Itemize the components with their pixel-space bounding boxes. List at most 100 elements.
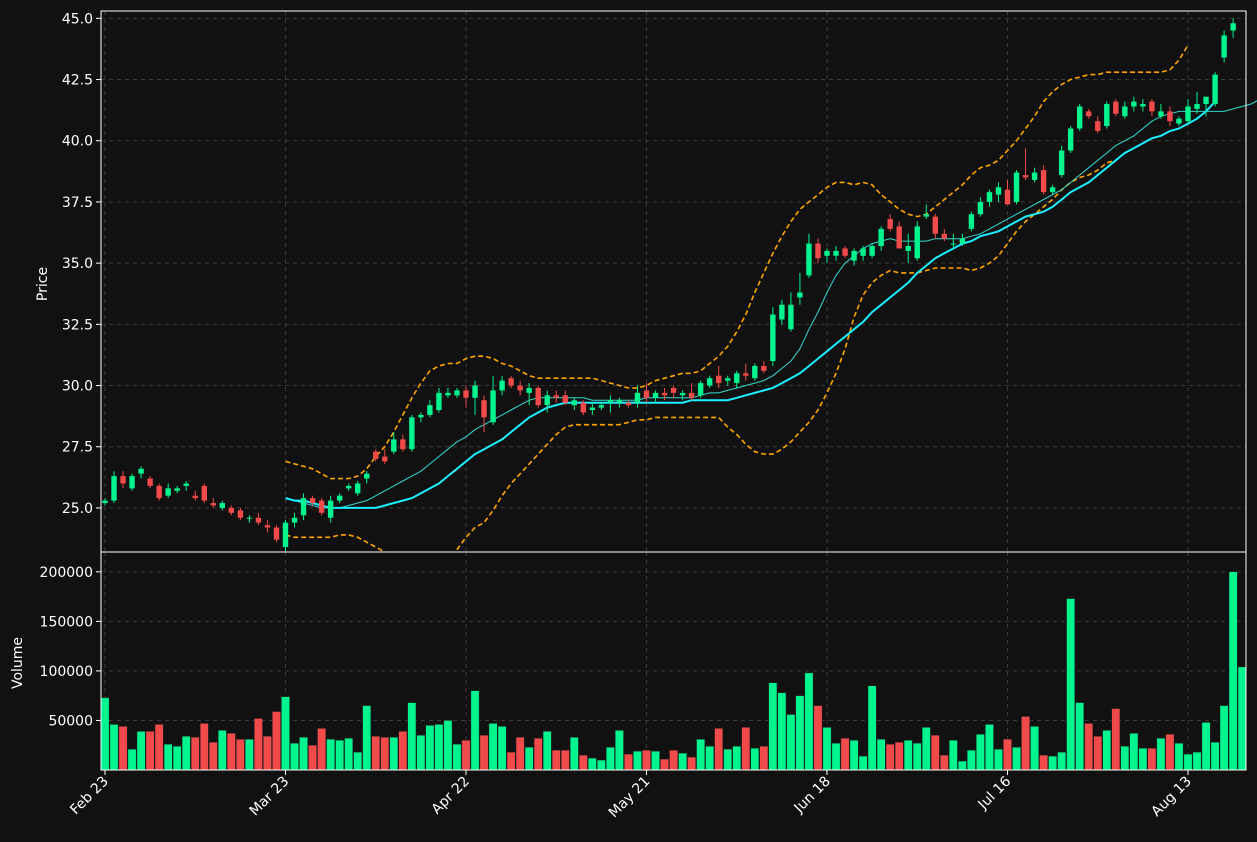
candle-up xyxy=(1194,104,1200,109)
volume-bar xyxy=(867,685,877,771)
candle-up xyxy=(1203,96,1209,105)
candle-down xyxy=(228,507,235,513)
candle-up xyxy=(219,503,226,508)
volume-bar xyxy=(669,749,678,771)
volume-bar xyxy=(931,735,940,771)
volume-bar xyxy=(172,746,182,771)
candle-up xyxy=(968,214,975,229)
volume-bar xyxy=(1183,753,1193,771)
volume-bar xyxy=(1003,739,1012,771)
candle-down xyxy=(1086,111,1092,117)
candle-down xyxy=(1149,101,1155,112)
volume-bar xyxy=(705,746,714,771)
price-tick-label: 37.5 xyxy=(62,195,93,211)
sma-slow-line xyxy=(285,100,1216,509)
volume-bar xyxy=(1084,723,1094,771)
volume-bar xyxy=(470,690,480,771)
volume-bar xyxy=(651,750,660,771)
volume-bar xyxy=(687,756,696,771)
volume-bar xyxy=(588,757,597,771)
volume-bar xyxy=(1021,716,1030,771)
candle-up xyxy=(165,488,171,496)
volume-bar xyxy=(1129,733,1139,771)
volume-bar xyxy=(344,738,353,771)
candle-up xyxy=(950,243,957,245)
volume-bar xyxy=(1210,742,1220,771)
volume-bar xyxy=(804,672,814,771)
candle-down xyxy=(201,485,207,501)
volume-bar xyxy=(335,740,344,771)
candle-down xyxy=(1095,121,1101,131)
candle-up xyxy=(1131,101,1137,107)
volume-bar xyxy=(768,682,778,771)
candle-down xyxy=(255,517,262,523)
candle-up xyxy=(345,485,352,489)
candle-up xyxy=(526,387,532,393)
volume-bar xyxy=(606,747,615,771)
candle-up xyxy=(860,248,866,256)
volume-bar xyxy=(876,739,886,771)
volume-bar xyxy=(506,751,516,771)
candle-down xyxy=(580,402,587,413)
volume-bar xyxy=(1138,748,1148,771)
volume-bars xyxy=(100,571,1247,771)
candle-down xyxy=(670,387,677,393)
candle-down xyxy=(309,498,316,504)
candle-up xyxy=(797,292,803,298)
candle-down xyxy=(120,476,126,484)
candle-down xyxy=(1004,189,1011,205)
candle-up xyxy=(1077,106,1083,129)
sma-fast-line xyxy=(285,100,1257,509)
volume-bar xyxy=(903,740,913,771)
volume-bar xyxy=(750,748,760,771)
candle-up xyxy=(111,476,117,501)
volume-bar xyxy=(497,726,507,771)
volume-bar xyxy=(425,725,435,771)
volume-bar xyxy=(109,724,119,771)
volume-tick-label: 150000 xyxy=(40,614,93,630)
volume-tick-label: 100000 xyxy=(40,664,93,680)
volume-bar xyxy=(136,731,146,771)
volume-bar xyxy=(1192,751,1202,771)
volume-bar xyxy=(579,754,588,771)
volume-bar xyxy=(308,745,317,771)
volume-bar xyxy=(190,737,200,771)
candle-down xyxy=(743,373,749,376)
candle-up xyxy=(246,517,253,519)
candle-down xyxy=(562,395,568,403)
volume-bar xyxy=(840,738,850,771)
volume-bar xyxy=(795,695,805,771)
candle-up xyxy=(986,192,993,202)
candle-down xyxy=(463,390,469,398)
candle-up xyxy=(1221,35,1227,58)
candle-down xyxy=(941,233,948,239)
candle-up xyxy=(409,417,415,450)
candle-down xyxy=(192,495,198,499)
volume-tick-label: 200000 xyxy=(40,565,93,581)
volume-bar xyxy=(723,748,733,771)
volume-bar xyxy=(218,730,227,771)
volume-bar xyxy=(994,748,1003,771)
volume-bar xyxy=(227,733,236,771)
candle-up xyxy=(806,243,812,276)
volume-bar xyxy=(1147,748,1157,771)
candle-up xyxy=(183,483,189,486)
volume-axis-label: Volume xyxy=(10,637,26,689)
volume-bar xyxy=(1057,751,1066,771)
candle-down xyxy=(147,478,153,486)
price-tick-label: 30.0 xyxy=(62,379,93,395)
volume-bar xyxy=(551,749,561,771)
candle-up xyxy=(1140,104,1146,107)
candle-up xyxy=(138,468,144,474)
candle-up xyxy=(652,392,659,398)
grid-lines xyxy=(101,11,1246,770)
bollinger-upper-line xyxy=(285,44,1189,480)
candle-up xyxy=(770,314,776,362)
candle-down xyxy=(1113,101,1119,114)
candle-down xyxy=(237,510,244,518)
candle-down xyxy=(1040,170,1047,193)
volume-bar xyxy=(1048,755,1057,771)
candle-up xyxy=(454,390,460,396)
volume-bar xyxy=(199,723,209,771)
candle-up xyxy=(607,400,614,403)
